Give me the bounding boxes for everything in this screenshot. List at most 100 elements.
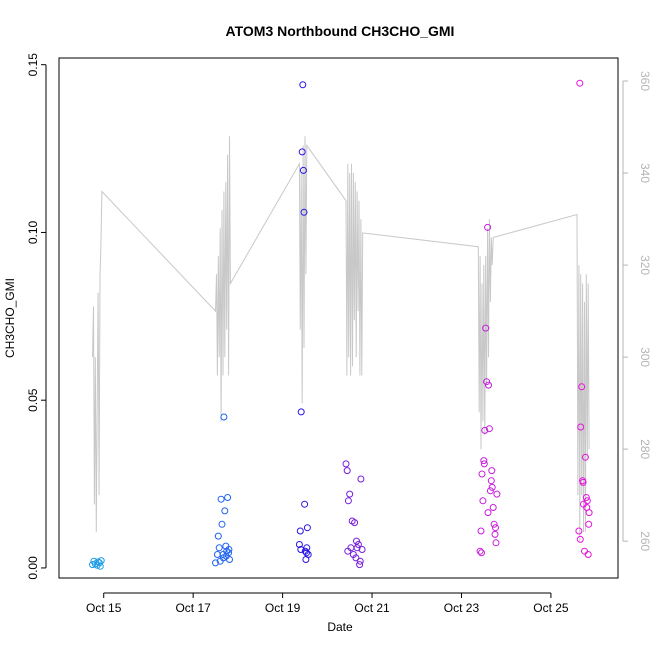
data-point [301,500,309,508]
data-point [353,544,361,552]
data-point [358,546,366,553]
chart-title: ATOM3 Northbound CH3CHO_GMI [226,23,455,39]
secondary-series-line [92,136,590,542]
x-tick-label: Oct 19 [265,601,301,615]
data-point [354,541,362,548]
scatter-points-layer [89,79,593,570]
data-point [480,460,488,468]
x-tick-label: Oct 15 [86,601,122,615]
x-tick-label: Oct 23 [444,601,480,615]
data-point [221,507,229,515]
data-point [223,547,231,555]
data-point [581,453,589,461]
data-point [351,519,359,527]
secondary-line-layer [92,136,590,542]
data-point [578,383,586,391]
data-point [478,470,486,478]
x-tick-label: Oct 17 [175,601,211,615]
data-point [490,520,498,528]
axes-layer: Oct 15 Oct 17 Oct 19 Oct 21 Oct 23 Oct 25 0.00… [26,53,650,615]
data-point [343,467,351,475]
data-point [579,478,587,486]
secondary-y-tick-label: 320 [638,255,650,275]
data-point [583,504,591,511]
data-point [303,524,311,532]
secondary-y-tick-label: 260 [638,531,650,551]
y-tick-label: 0.05 [26,388,40,412]
data-point [344,547,352,555]
data-point [297,408,305,416]
data-point [296,527,304,535]
data-point [493,490,501,498]
data-point [486,487,494,495]
data-point [93,561,101,569]
x-axis-label: Date [327,620,353,634]
data-point [484,509,492,517]
data-point [215,544,223,552]
y-tick-label: 0.10 [26,220,40,244]
data-point [97,557,105,565]
data-point [488,483,496,491]
y-axis-label: CH3CHO_GMI [3,278,17,358]
data-point [479,497,487,505]
data-point [214,532,222,540]
data-point [585,520,593,528]
data-point [477,527,485,535]
secondary-y-tick-label: 300 [638,347,650,367]
data-point [576,79,584,87]
data-point [222,552,230,560]
data-point [485,425,493,433]
data-point [492,539,500,547]
data-point [218,520,226,528]
data-point [344,497,352,505]
secondary-y-tick-label: 340 [638,163,650,183]
data-point [476,547,484,555]
data-point [220,413,228,421]
data-point [357,475,365,483]
data-point [484,223,492,231]
data-point [224,494,232,501]
data-point [300,208,308,216]
data-point [485,381,492,389]
data-point [488,467,496,475]
data-point [478,549,485,557]
data-point [577,423,585,431]
data-point [480,457,488,465]
data-point [89,561,96,569]
plot-frame [58,57,619,579]
x-tick-label: Oct 25 [533,601,569,615]
data-point [346,490,354,498]
data-point [295,541,303,548]
data-point [94,558,102,566]
secondary-y-tick-label: 280 [638,439,650,459]
data-point [356,561,364,569]
data-point [299,81,307,89]
data-point [225,546,233,553]
data-point [298,148,306,156]
data-point [582,494,590,501]
data-point [353,537,360,545]
data-point [303,549,310,557]
data-point [482,324,490,332]
data-point [576,535,584,543]
data-point [492,524,499,532]
y-tick-label: 0.15 [26,53,40,77]
data-point [489,504,497,511]
data-point [583,497,591,505]
data-point [212,559,219,567]
data-point [575,527,583,535]
x-tick-label: Oct 21 [354,601,390,615]
data-point [487,477,495,485]
data-point [356,557,364,565]
data-point [584,551,592,558]
data-point [217,495,225,503]
data-point [95,559,103,567]
data-point [297,546,305,553]
data-point [299,166,307,174]
data-point [342,460,350,468]
data-point [352,554,360,562]
data-point [481,426,489,434]
secondary-y-tick-label: 360 [638,71,650,91]
